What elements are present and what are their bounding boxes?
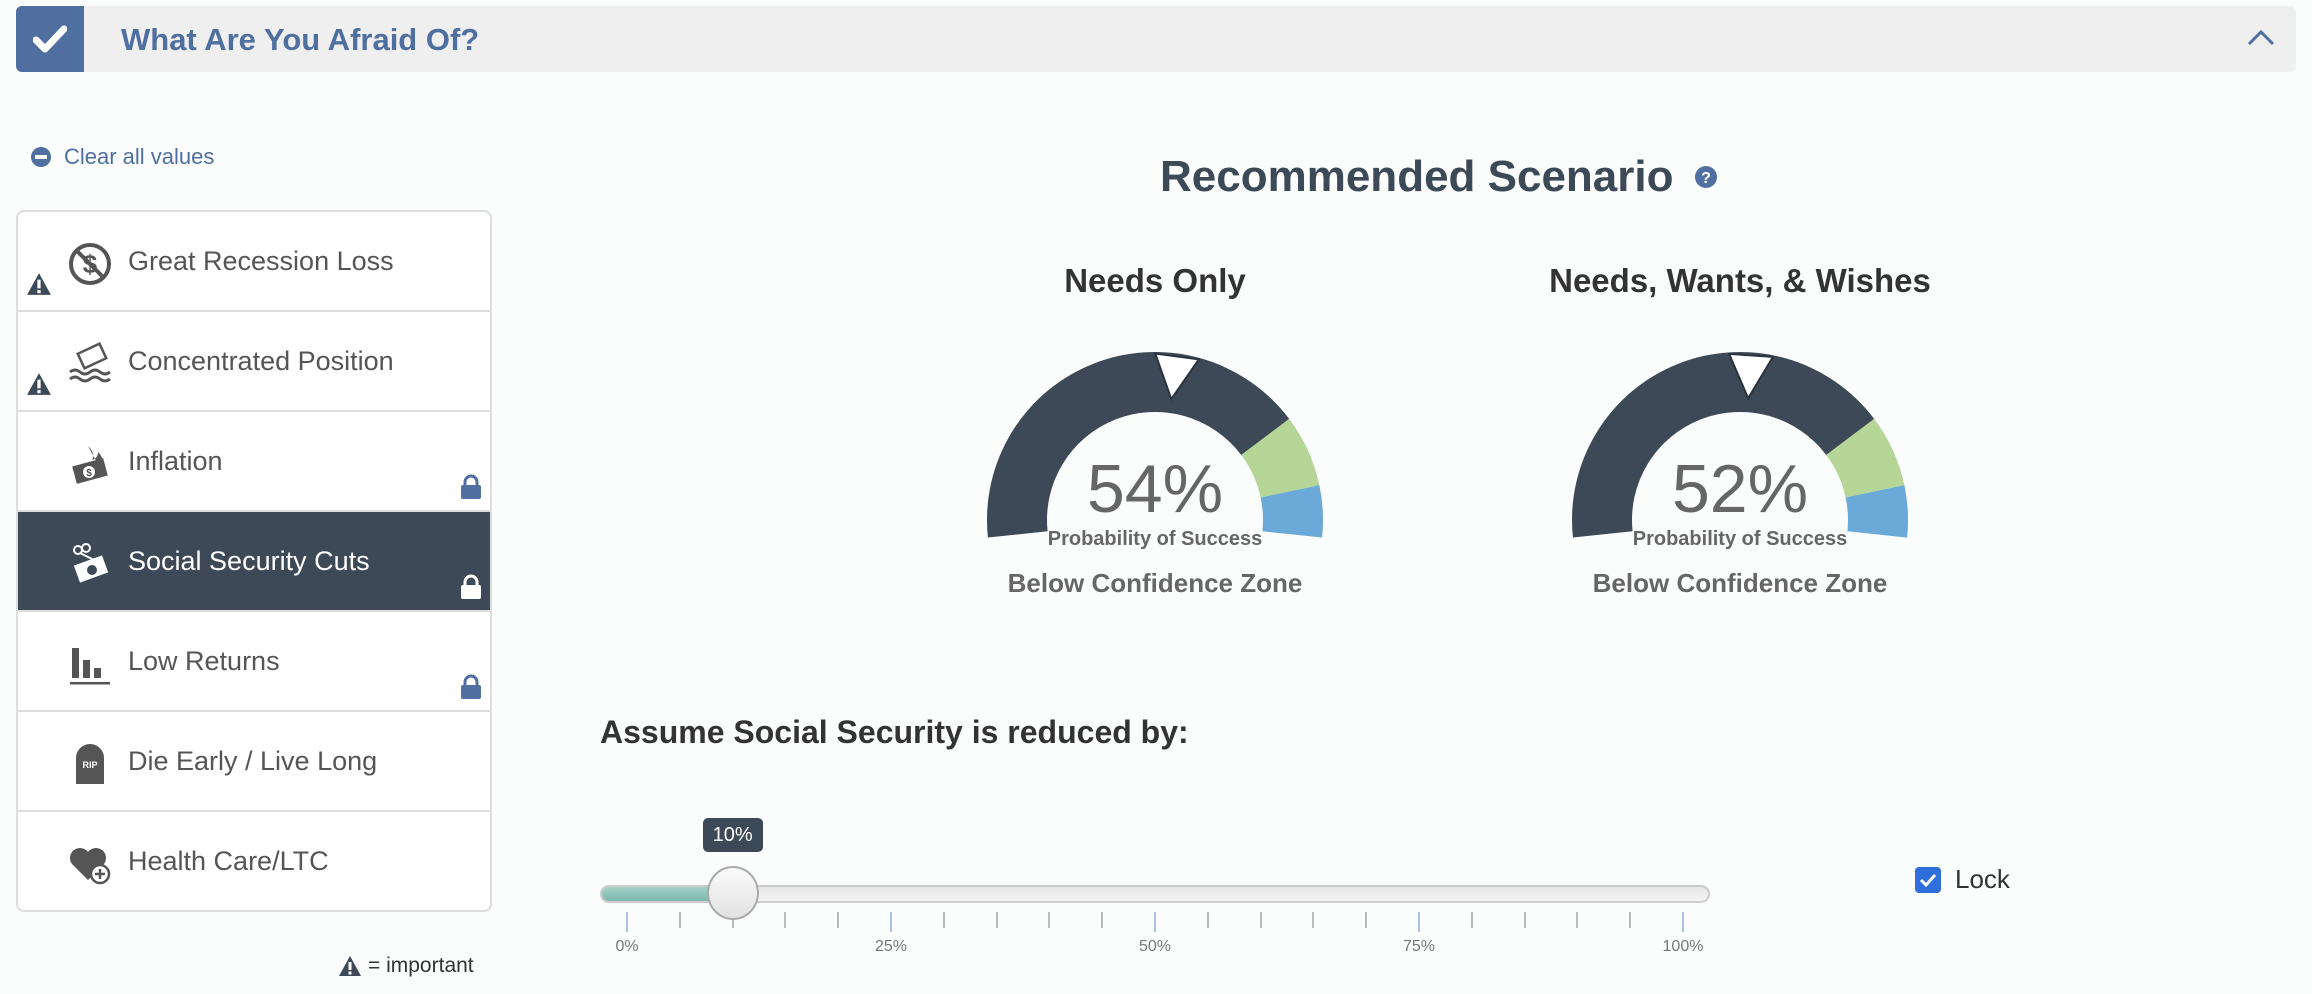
svg-text:RIP: RIP (82, 760, 97, 770)
gauge-segment-confidence (1241, 418, 1320, 498)
gauge-pointer (1153, 352, 1201, 402)
gauge-segment-below (987, 352, 1290, 538)
slider-tick-label: 0% (615, 938, 639, 955)
check-icon (33, 25, 67, 53)
slider-tick (1576, 912, 1579, 928)
section-complete-checkbox[interactable] (16, 6, 84, 72)
fear-item-label: Health Care/LTC (128, 846, 329, 876)
slider-tick (626, 912, 628, 932)
slider-tick-label: 50% (1138, 938, 1172, 955)
chevron-up-icon[interactable] (2246, 26, 2276, 48)
gauge-percentage: 54% (1086, 451, 1224, 527)
slider-tick (837, 912, 840, 928)
slider-tick (1154, 912, 1156, 932)
gauge-segment-confidence (1826, 418, 1905, 498)
slider-tick (1259, 912, 1262, 928)
slider-tick (890, 912, 892, 932)
svg-text:?: ? (1701, 170, 1711, 187)
burning-money-icon: $ (72, 446, 108, 484)
checkbox-checked[interactable] (1915, 866, 1941, 893)
help-icon[interactable]: ? (1694, 165, 1718, 189)
reduction-slider-track[interactable] (600, 885, 1710, 903)
lock-checkbox[interactable]: Lock (1915, 864, 2010, 895)
slider-tick-label: 100% (1662, 938, 1704, 955)
minus-circle-icon (31, 147, 51, 167)
slider-tick (678, 912, 681, 928)
important-legend: = important (338, 954, 474, 978)
slider-tick (1523, 912, 1526, 928)
slider-tick (1048, 912, 1051, 928)
svg-text:$: $ (86, 468, 92, 479)
fear-item-health-care-ltc[interactable]: Health Care/LTC (18, 812, 490, 910)
gauge-zone-label: Below Confidence Zone (1007, 568, 1303, 598)
lock-icon[interactable] (460, 474, 482, 500)
sinking-certificate-icon (69, 342, 111, 383)
lock-icon[interactable] (460, 674, 482, 700)
gauge-percentage: 52% (1671, 451, 1809, 527)
slider-tick (731, 912, 734, 928)
tombstone-icon: RIP (76, 744, 104, 784)
gauge-segment-above (1845, 485, 1908, 538)
slider-value-tooltip: 10% (702, 818, 763, 852)
gauge-segment-above (1260, 485, 1323, 538)
fear-item-label: Social Security Cuts (128, 546, 370, 576)
lock-label: Lock (1955, 864, 2010, 894)
fear-item-label: Concentrated Position (128, 346, 394, 376)
gauge-title: Needs Only (1064, 262, 1246, 299)
fear-item-social-security-cuts[interactable]: Social Security Cuts (18, 512, 490, 612)
success-gauge (987, 352, 1323, 538)
scenario-title: Recommended Scenario (1160, 152, 1674, 201)
section-header[interactable]: What Are You Afraid Of? (16, 6, 2296, 72)
slider-tick (942, 912, 945, 928)
clear-all-values-link[interactable]: Clear all values (30, 144, 214, 170)
gauge-segment-below (1572, 352, 1875, 538)
cut-money-icon (73, 543, 109, 583)
check-icon (1919, 873, 1937, 887)
legend-text: = important (368, 954, 474, 977)
clear-all-label: Clear all values (64, 144, 215, 169)
fear-item-label: Die Early / Live Long (128, 746, 378, 776)
slider-tick-label: 25% (874, 938, 908, 955)
slider-tick (1418, 912, 1420, 932)
fear-item-label: Great Recession Loss (128, 246, 394, 276)
slider-tick (1312, 912, 1315, 928)
slider-tick-label: 75% (1402, 938, 1436, 955)
slider-label: Assume Social Security is reduced by: (600, 714, 1189, 750)
slider-thumb[interactable] (706, 866, 759, 920)
fear-item-low-returns[interactable]: Low Returns (18, 612, 490, 712)
heart-plus-icon (70, 848, 111, 885)
slider-tick (1101, 912, 1104, 928)
slider-tick (995, 912, 998, 928)
fear-list: $ Great Recession Loss Concentrated Positi… (16, 210, 492, 912)
fear-item-inflation[interactable]: $ Inflation (18, 412, 490, 512)
warning-icon (27, 273, 51, 295)
lock-icon[interactable] (460, 574, 482, 600)
slider-tick (1206, 912, 1209, 928)
gauge-title: Needs, Wants, & Wishes (1549, 262, 1931, 299)
scenario-heading: Recommended Scenario ? (1160, 152, 1718, 202)
fear-item-label: Inflation (128, 446, 223, 476)
success-gauge (1572, 352, 1908, 538)
gauge-pointer (1727, 352, 1775, 401)
fear-item-concentrated-position[interactable]: Concentrated Position (18, 312, 490, 412)
fear-item-die-early-live-long[interactable]: RIP Die Early / Live Long (18, 712, 490, 812)
gauge-subtitle: Probability of Success (1632, 528, 1848, 550)
warning-icon (27, 373, 51, 395)
slider-tick (1470, 912, 1473, 928)
slider-tick (1629, 912, 1632, 928)
low-bars-icon (70, 648, 110, 685)
no-dollar-icon: $ (69, 243, 111, 285)
slider-fill (602, 887, 735, 901)
fear-item-label: Low Returns (128, 646, 280, 676)
slider-tick (1365, 912, 1368, 928)
slider-tick (1682, 912, 1684, 932)
slider-tick (784, 912, 787, 928)
gauge-subtitle: Probability of Success (1047, 528, 1263, 550)
warning-icon (339, 956, 361, 976)
fear-item-great-recession-loss[interactable]: $ Great Recession Loss (18, 212, 490, 312)
gauge-zone-label: Below Confidence Zone (1592, 568, 1888, 598)
section-title: What Are You Afraid Of? (121, 22, 480, 57)
